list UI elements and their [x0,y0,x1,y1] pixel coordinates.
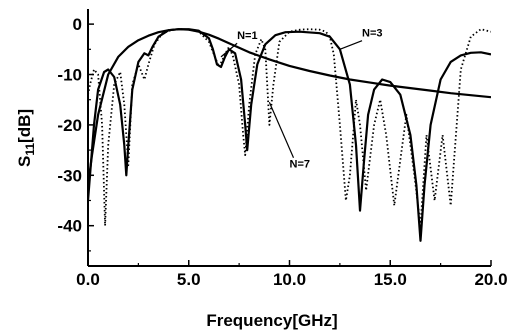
y-tick-label: -10 [57,66,82,85]
curve-label-leader [339,40,363,50]
series-line-n-7 [88,28,491,227]
series-layer [88,28,491,242]
y-axis-title-main: S [15,156,34,167]
annotation-layer: N=1 N=3 N=7 [220,28,383,171]
curve-label-n-7: N=7 [290,159,311,171]
x-tick-label: 20.0 [474,270,507,289]
y-axis-title: S11[dB] [15,109,37,167]
curve-label-n-1: N=1 [237,30,257,42]
y-tick-label: -40 [57,217,82,236]
x-tick-label: 0.0 [76,270,100,289]
y-axis-ticks: 0 -10 -20 -30 -40 [57,15,94,252]
curve-label-n-3: N=3 [362,28,383,40]
x-axis-title: Frequency[GHz] [206,311,337,330]
series-line-n-3 [88,28,491,242]
curve-label-leader [268,101,295,158]
x-axis-ticks: 0.0 5.0 10.0 15.0 20.0 [76,260,508,289]
y-axis-title-sub: 11 [23,143,37,156]
x-tick-label: 15.0 [374,270,407,289]
x-tick-label: 10.0 [273,270,306,289]
y-axis-title-rest: [dB] [15,109,34,143]
y-tick-label: -20 [57,116,82,135]
curve-label-leader [220,42,238,58]
y-tick-label: -30 [57,166,82,185]
y-tick-label: 0 [73,15,82,34]
x-tick-label: 5.0 [177,270,201,289]
